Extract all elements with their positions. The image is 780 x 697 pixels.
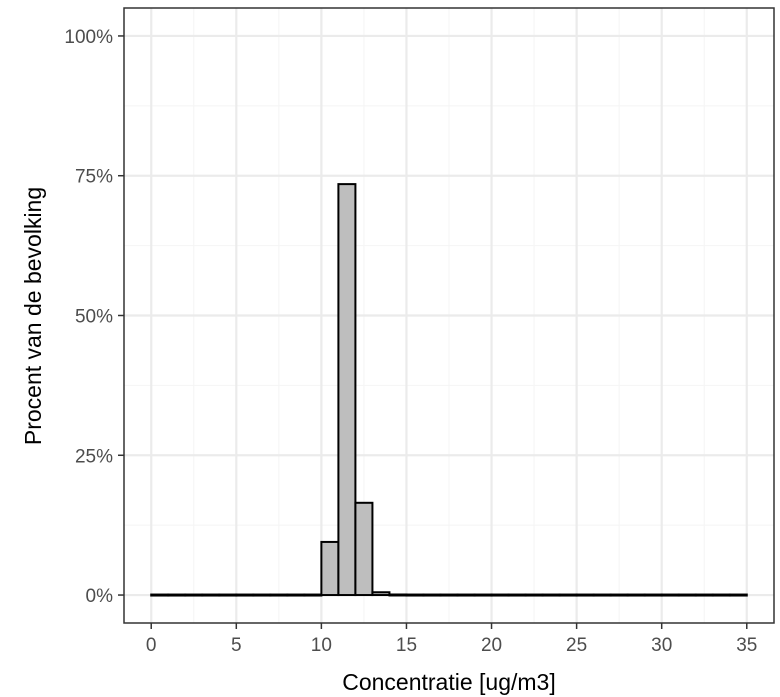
histogram-bar [473, 593, 493, 597]
histogram-bar [303, 593, 323, 597]
histogram-bar [660, 593, 680, 597]
x-tick-label: 35 [736, 635, 757, 656]
histogram-bar [609, 593, 629, 597]
histogram-bar [320, 540, 340, 597]
histogram-bar [354, 501, 374, 597]
histogram-bar [524, 593, 544, 597]
histogram-bar [388, 593, 408, 597]
histogram-bar [184, 593, 204, 597]
x-tick-label: 25 [566, 635, 587, 656]
histogram-bar [592, 593, 612, 597]
x-axis-title: Concentratie [ug/m3] [342, 669, 556, 695]
histogram-bar [405, 593, 425, 597]
histogram-bar [575, 593, 595, 597]
x-tick-label: 10 [311, 635, 332, 656]
y-tick-label: 75% [75, 167, 113, 188]
y-axis-title: Procent van de bevolking [20, 187, 46, 445]
y-tick-label: 0% [86, 586, 114, 607]
x-tick-label: 30 [651, 635, 672, 656]
histogram-bar [218, 593, 238, 597]
histogram-bar [490, 593, 510, 597]
histogram-bar [626, 593, 646, 597]
histogram-bar [286, 593, 306, 597]
histogram-bar [439, 593, 459, 597]
histogram-bar [507, 593, 527, 597]
y-tick-label: 50% [75, 307, 113, 328]
histogram-bars [150, 183, 748, 597]
histogram-bar [694, 593, 714, 597]
histogram-bar [541, 593, 561, 597]
histogram-bar [643, 593, 663, 597]
y-tick-label: 25% [75, 446, 113, 467]
histogram-bar [456, 593, 476, 597]
y-axis-ticks: 0% 25% 50% 75% 100% [64, 27, 124, 607]
histogram-bar [422, 593, 442, 597]
x-tick-label: 20 [481, 635, 502, 656]
histogram-bar [728, 593, 748, 597]
histogram-bar [201, 593, 221, 597]
x-tick-label: 0 [146, 635, 157, 656]
y-tick-label: 100% [64, 27, 113, 48]
major-gridlines [124, 8, 774, 623]
histogram-bar [337, 183, 357, 597]
histogram-bar [558, 593, 578, 597]
x-tick-label: 5 [231, 635, 242, 656]
histogram-bar [371, 591, 391, 597]
histogram-bar [711, 593, 731, 597]
histogram-bar [269, 593, 289, 597]
histogram-bar [252, 593, 272, 597]
x-axis-ticks: 0 5 10 15 20 25 30 35 [146, 623, 757, 656]
histogram-bar [150, 593, 170, 597]
histogram-bar [235, 593, 255, 597]
histogram-bar [677, 593, 697, 597]
histogram-bar [167, 593, 187, 597]
x-tick-label: 15 [396, 635, 417, 656]
